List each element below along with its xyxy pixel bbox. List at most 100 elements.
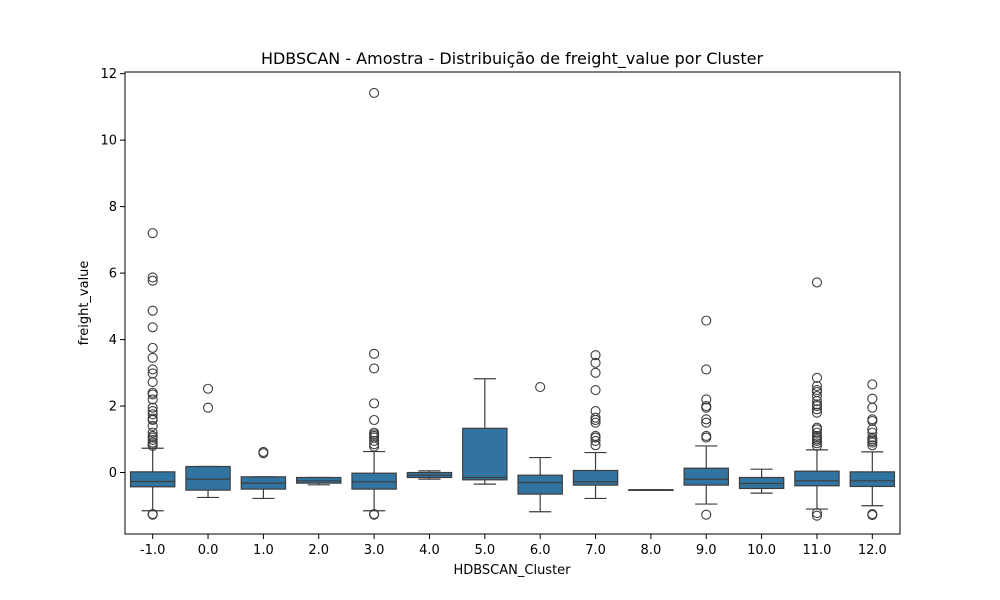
outlier-point: [147, 342, 158, 353]
outlier-point: [811, 435, 823, 446]
outlier-point: [811, 400, 823, 412]
chart-title: HDBSCAN - Amostra - Distribuição de frei…: [261, 49, 764, 69]
outlier-point: [147, 322, 158, 333]
y-axis-title: freight_value: [77, 261, 92, 346]
outlier-point: [535, 382, 546, 393]
outlier-point: [147, 409, 158, 420]
box: [462, 427, 508, 481]
y-tick-label: 4: [109, 333, 117, 348]
outlier-point: [590, 414, 601, 426]
outlier-point: [811, 396, 823, 407]
outlier-point: [369, 439, 380, 450]
outlier-point: [147, 440, 158, 451]
outlier-point: [867, 437, 878, 448]
outlier-point: [147, 432, 158, 443]
box: [794, 470, 840, 487]
outlier-point: [202, 383, 214, 394]
outlier-point: [811, 424, 823, 435]
x-tick-label: 5.0: [474, 543, 495, 558]
outlier-point: [369, 348, 380, 359]
outlier-point: [701, 432, 712, 443]
outlier-point: [369, 363, 380, 374]
outlier-point: [202, 402, 214, 413]
outlier-point: [147, 414, 158, 426]
box: [129, 471, 176, 488]
outlier-point: [590, 417, 601, 428]
box-group--1.0: [129, 228, 176, 520]
outlier-point: [590, 440, 601, 451]
outlier-point: [590, 350, 601, 361]
box: [849, 471, 896, 488]
x-tick-label: 11.0: [802, 543, 831, 558]
outlier-point: [590, 367, 601, 378]
plot-area: [129, 87, 896, 521]
box-group-11.0: [794, 277, 840, 521]
box-group-0.0: [185, 383, 231, 499]
outlier-point: [258, 448, 269, 459]
outlier-point: [811, 407, 823, 418]
outlier-point: [590, 357, 601, 368]
outlier-point: [590, 432, 601, 443]
outlier-point: [147, 420, 158, 432]
outlier-point: [701, 414, 712, 425]
box-group-8.0: [628, 489, 674, 491]
outlier-point: [147, 352, 158, 363]
outlier-point: [811, 438, 823, 449]
outlier-point: [369, 398, 380, 409]
box-group-4.0: [406, 470, 453, 480]
plot-frame: [124, 71, 901, 535]
outlier-point: [369, 414, 380, 426]
outlier-point: [147, 305, 158, 316]
outlier-point: [147, 434, 158, 445]
outlier-point: [590, 435, 601, 446]
outlier-point: [867, 427, 878, 438]
outlier-point: [147, 427, 158, 438]
outlier-point: [147, 394, 158, 405]
box-group-3.0: [351, 87, 397, 520]
x-tick-label: 12.0: [858, 543, 887, 558]
axes: 0 2 4 6 8 10 12 -1.0 0.0 1.0 2.0 3.0 4.0 5.0 6.0 7.0 8.0…: [100, 67, 886, 558]
box-group-12.0: [849, 379, 896, 521]
y-tick-label: 2: [109, 400, 117, 415]
box-group-6.0: [517, 382, 563, 513]
outlier-point: [867, 379, 878, 390]
y-tick-label: 10: [100, 134, 117, 149]
outlier-point: [867, 415, 878, 427]
outlier-point: [369, 441, 380, 452]
outlier-point: [147, 509, 158, 520]
outlier-point: [701, 315, 712, 326]
outlier-point: [811, 510, 823, 521]
outlier-point: [701, 417, 712, 428]
outlier-point: [867, 393, 878, 404]
box: [351, 472, 397, 490]
outlier-point: [867, 402, 878, 413]
outlier-point: [811, 404, 823, 415]
x-tick-label: 1.0: [253, 543, 274, 558]
y-tick-label: 8: [109, 200, 117, 215]
outlier-point: [147, 364, 158, 375]
box-group-9.0: [683, 315, 729, 520]
outlier-point: [147, 228, 158, 239]
outlier-point: [701, 394, 712, 405]
outlier-point: [811, 372, 823, 383]
x-tick-label: 3.0: [364, 543, 385, 558]
outlier-point: [811, 391, 823, 402]
box: [185, 465, 231, 491]
box-group-10.0: [738, 468, 785, 494]
y-tick-label: 12: [100, 67, 117, 82]
outlier-point: [867, 424, 878, 435]
outlier-point: [147, 272, 158, 283]
y-tick-label: 6: [109, 267, 117, 282]
box: [572, 469, 619, 486]
x-tick-label: 10.0: [747, 543, 776, 558]
x-tick-label: 9.0: [696, 543, 717, 558]
outlier-point: [811, 508, 823, 519]
outlier-point: [147, 275, 158, 286]
x-tick-label: 8.0: [641, 543, 662, 558]
box-group-7.0: [572, 350, 619, 500]
x-tick-label: 6.0: [530, 543, 551, 558]
outlier-point: [701, 364, 712, 375]
outlier-point: [811, 381, 823, 392]
outlier-point: [867, 510, 878, 521]
